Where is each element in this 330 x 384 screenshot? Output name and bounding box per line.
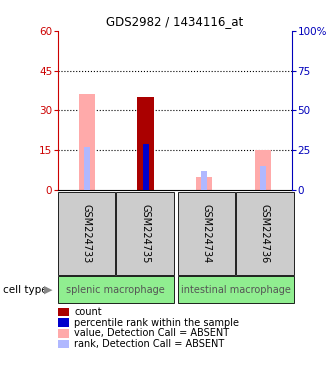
Text: GSM224735: GSM224735 — [140, 204, 150, 263]
Bar — [137, 97, 154, 190]
Bar — [143, 144, 148, 190]
Text: value, Detection Call = ABSENT: value, Detection Call = ABSENT — [74, 328, 229, 338]
Text: count: count — [74, 307, 102, 317]
Bar — [196, 177, 213, 190]
Text: GSM224734: GSM224734 — [201, 204, 211, 263]
Text: percentile rank within the sample: percentile rank within the sample — [74, 318, 239, 328]
Text: GSM224733: GSM224733 — [82, 204, 91, 263]
Text: splenic macrophage: splenic macrophage — [66, 285, 165, 295]
Bar — [201, 171, 207, 190]
Bar — [79, 94, 95, 190]
Bar — [84, 147, 90, 190]
Text: ▶: ▶ — [44, 285, 52, 295]
Text: GDS2982 / 1434116_at: GDS2982 / 1434116_at — [106, 15, 244, 28]
Text: rank, Detection Call = ABSENT: rank, Detection Call = ABSENT — [74, 339, 224, 349]
Bar — [260, 166, 266, 190]
Text: GSM224736: GSM224736 — [260, 204, 270, 263]
Text: intestinal macrophage: intestinal macrophage — [181, 285, 290, 295]
Text: cell type: cell type — [3, 285, 48, 295]
Bar — [254, 150, 271, 190]
